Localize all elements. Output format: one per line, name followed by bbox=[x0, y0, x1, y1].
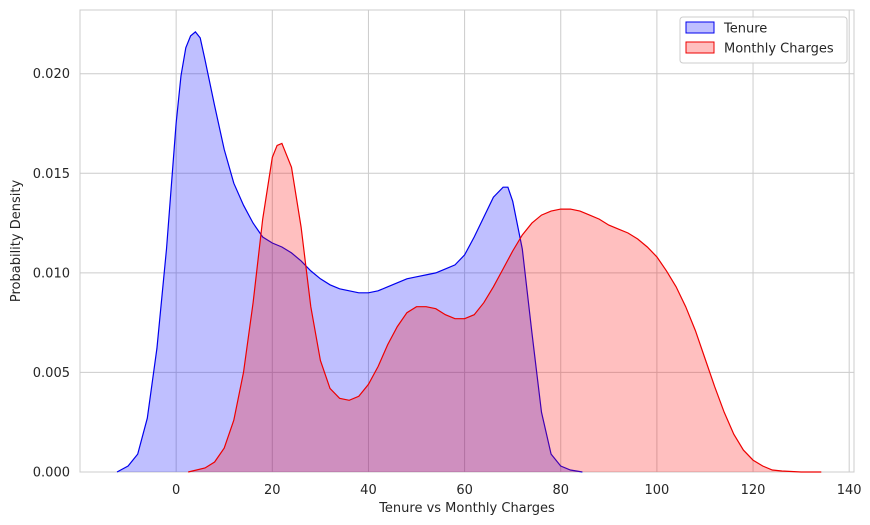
x-tick-label: 40 bbox=[360, 483, 377, 498]
y-tick-label: 0.020 bbox=[33, 67, 70, 82]
y-tick-label: 0.000 bbox=[33, 466, 70, 481]
x-tick-label: 20 bbox=[264, 483, 281, 498]
series-2 bbox=[188, 142, 822, 473]
y-tick-label: 0.015 bbox=[33, 167, 70, 182]
x-tick-label: 80 bbox=[552, 483, 569, 498]
legend-entry: Monthly Charges bbox=[685, 41, 834, 57]
y-tick-label: 0.010 bbox=[33, 266, 70, 281]
series-area bbox=[188, 143, 822, 472]
x-tick-label: 140 bbox=[837, 483, 862, 498]
x-tick-label: 100 bbox=[644, 483, 669, 498]
legend: Tenure Monthly Charges bbox=[679, 16, 848, 64]
plot-frame bbox=[79, 9, 855, 473]
x-tick-label: 120 bbox=[741, 483, 766, 498]
grid bbox=[79, 9, 855, 473]
series-1 bbox=[116, 31, 583, 473]
x-axis-label: Tenure vs Monthly Charges bbox=[378, 501, 555, 516]
legend-swatch bbox=[685, 21, 715, 34]
legend-box bbox=[679, 16, 848, 64]
series-layer bbox=[116, 31, 822, 473]
legend-label: Monthly Charges bbox=[724, 42, 834, 57]
y-axis-label: Probability Density bbox=[9, 180, 24, 303]
legend-swatch bbox=[685, 41, 715, 54]
series-area bbox=[117, 31, 583, 473]
series-line bbox=[188, 142, 822, 473]
series-line bbox=[116, 31, 583, 473]
x-tick-label: 0 bbox=[172, 483, 180, 498]
y-tick-label: 0.005 bbox=[33, 366, 70, 381]
x-tick-label: 60 bbox=[456, 483, 473, 498]
legend-entry: Tenure bbox=[685, 21, 767, 37]
plot-background bbox=[80, 10, 854, 472]
tick-labels: 0 20 40 60 80 100 120 140 0.000 0.005 0.010 0.015 0.… bbox=[33, 67, 862, 498]
legend-label: Tenure bbox=[723, 22, 767, 37]
